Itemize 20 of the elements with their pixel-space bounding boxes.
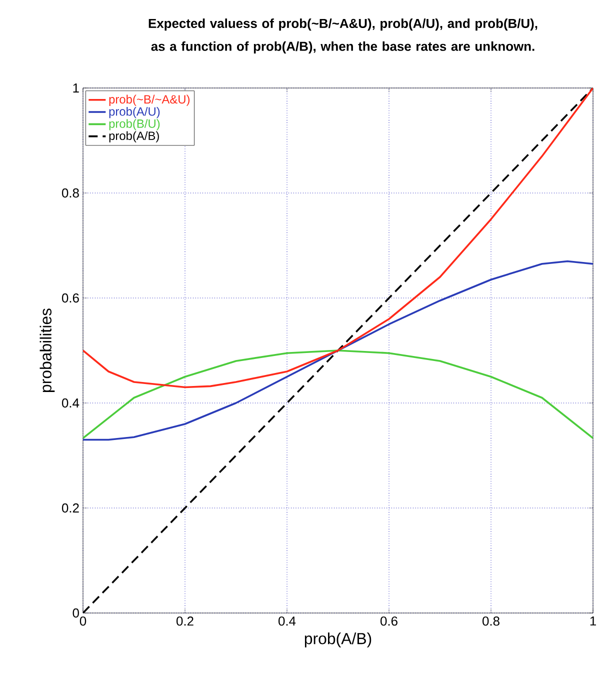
x-axis-title: prob(A/B) [304, 632, 372, 648]
legend-label: prob(A/B) [109, 131, 159, 142]
y-tick-label: 0 [72, 608, 79, 618]
x-tick-label: 0.8 [482, 616, 500, 626]
y-tick-label: 0.2 [62, 503, 79, 513]
y-tick-label: 0.8 [62, 188, 79, 198]
y-tick-label: 1 [73, 84, 79, 92]
x-tick-label: 0.2 [176, 616, 194, 626]
x-tick-label: 0 [80, 616, 86, 626]
x-tick-label: 0.6 [380, 616, 398, 626]
x-tick-label: 0.4 [278, 616, 296, 626]
legend-label: prob(A/U) [109, 106, 160, 118]
x-tick-label: 1 [590, 616, 596, 626]
y-axis-title: probabilities [40, 308, 55, 392]
y-tick-label: 0.6 [62, 293, 79, 303]
line-series [83, 350, 594, 440]
legend-label: prob(B/U) [109, 119, 160, 130]
chart-title: Expected valuess of prob(~B/~A&U), prob(A/U), and prob(B/U), as a function of prob(A/B), when the base rates are unknown. [148, 18, 538, 54]
y-tick-label: 0.4 [62, 398, 80, 408]
legend-label: prob(~B/~A&U) [109, 94, 190, 106]
